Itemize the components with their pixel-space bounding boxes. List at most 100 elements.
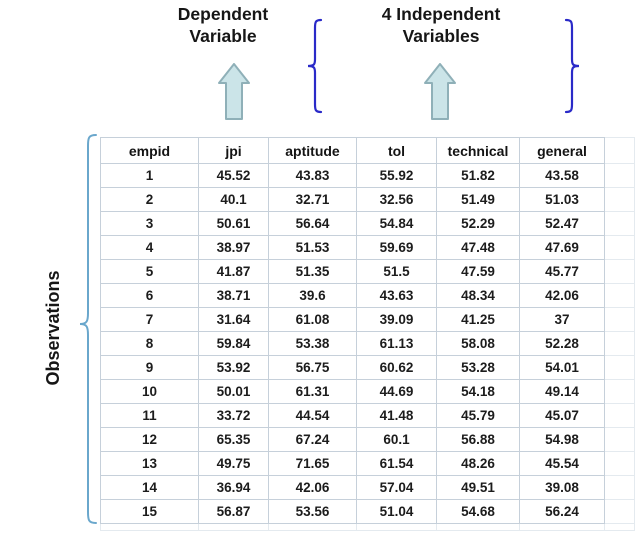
observations-brace-icon bbox=[79, 134, 97, 524]
table-cell: 9 bbox=[100, 355, 199, 380]
table-cell: 58.08 bbox=[436, 331, 520, 356]
table-cell: 31.64 bbox=[198, 307, 269, 332]
table-cell: 12 bbox=[100, 427, 199, 452]
empty-cell bbox=[198, 523, 269, 531]
table-cell: 53.92 bbox=[198, 355, 269, 380]
table-cell: 61.13 bbox=[356, 331, 437, 356]
independent-variables-line2: Variables bbox=[402, 26, 480, 46]
table-cell: 45.77 bbox=[519, 259, 605, 284]
table-cell: 43.58 bbox=[519, 163, 605, 188]
table-cell: 49.14 bbox=[519, 379, 605, 404]
table-cell: 61.08 bbox=[268, 307, 357, 332]
table-cell: 47.69 bbox=[519, 235, 605, 260]
table-row: 12 65.35 67.24 60.1 56.88 54.98 bbox=[100, 427, 635, 452]
dependent-arrow-up-icon bbox=[218, 63, 250, 120]
table-cell: 47.48 bbox=[436, 235, 520, 260]
table-row: 7 31.64 61.08 39.09 41.25 37 bbox=[100, 307, 635, 332]
table-row: 11 33.72 44.54 41.48 45.79 45.07 bbox=[100, 403, 635, 428]
empty-cell bbox=[604, 187, 635, 212]
table-cell: 65.35 bbox=[198, 427, 269, 452]
independent-brace-left-icon bbox=[307, 18, 323, 114]
table-cell: 45.79 bbox=[436, 403, 520, 428]
table-cell: 32.56 bbox=[356, 187, 437, 212]
table-cell: 42.06 bbox=[268, 475, 357, 500]
table-cell: 37 bbox=[519, 307, 605, 332]
table-cell: 60.1 bbox=[356, 427, 437, 452]
table-cell: 13 bbox=[100, 451, 199, 476]
table-cell: 11 bbox=[100, 403, 199, 428]
empty-cell bbox=[604, 355, 635, 380]
table-cell: 1 bbox=[100, 163, 199, 188]
table-cell: 39.09 bbox=[356, 307, 437, 332]
table-cell: 56.24 bbox=[519, 499, 605, 524]
column-header-general: general bbox=[519, 137, 605, 164]
table-cell: 61.31 bbox=[268, 379, 357, 404]
table-cell: 51.49 bbox=[436, 187, 520, 212]
empty-cell bbox=[604, 283, 635, 308]
column-header-jpi: jpi bbox=[198, 137, 269, 164]
column-header-empid: empid bbox=[100, 137, 199, 164]
table-cell: 57.04 bbox=[356, 475, 437, 500]
table-cell: 56.88 bbox=[436, 427, 520, 452]
table-cell: 41.48 bbox=[356, 403, 437, 428]
table-cell: 53.28 bbox=[436, 355, 520, 380]
empty-cell bbox=[604, 259, 635, 284]
table-cell: 10 bbox=[100, 379, 199, 404]
table-cell: 52.29 bbox=[436, 211, 520, 236]
table-row bbox=[100, 523, 635, 531]
table-cell: 44.69 bbox=[356, 379, 437, 404]
table-header-row: empid jpi aptitude tol technical general bbox=[100, 137, 635, 164]
table-cell: 54.84 bbox=[356, 211, 437, 236]
empty-cell bbox=[604, 499, 635, 524]
table-cell: 56.64 bbox=[268, 211, 357, 236]
table-cell: 7 bbox=[100, 307, 199, 332]
table-cell: 55.92 bbox=[356, 163, 437, 188]
empty-cell bbox=[604, 451, 635, 476]
table-cell: 38.97 bbox=[198, 235, 269, 260]
table-row: 10 50.01 61.31 44.69 54.18 49.14 bbox=[100, 379, 635, 404]
table-row: 14 36.94 42.06 57.04 49.51 39.08 bbox=[100, 475, 635, 500]
table-cell: 52.47 bbox=[519, 211, 605, 236]
empty-cell bbox=[604, 403, 635, 428]
table-cell: 5 bbox=[100, 259, 199, 284]
table-cell: 51.35 bbox=[268, 259, 357, 284]
table-cell: 14 bbox=[100, 475, 199, 500]
table-cell: 33.72 bbox=[198, 403, 269, 428]
table-cell: 56.75 bbox=[268, 355, 357, 380]
dependent-variable-label: Dependent Variable bbox=[150, 3, 296, 47]
observations-label: Observations bbox=[43, 270, 63, 386]
empty-cell bbox=[604, 379, 635, 404]
table-cell: 3 bbox=[100, 211, 199, 236]
table-cell: 48.34 bbox=[436, 283, 520, 308]
table-cell: 6 bbox=[100, 283, 199, 308]
table-cell: 59.84 bbox=[198, 331, 269, 356]
table-cell: 44.54 bbox=[268, 403, 357, 428]
independent-variables-label: 4 Independent Variables bbox=[363, 3, 519, 47]
empty-cell bbox=[356, 523, 437, 531]
table-cell: 60.62 bbox=[356, 355, 437, 380]
empty-cell bbox=[604, 523, 635, 531]
independent-arrow-up-icon bbox=[424, 63, 456, 120]
table-cell: 51.04 bbox=[356, 499, 437, 524]
table-cell: 4 bbox=[100, 235, 199, 260]
empty-cell bbox=[604, 235, 635, 260]
table-cell: 8 bbox=[100, 331, 199, 356]
table-cell: 43.63 bbox=[356, 283, 437, 308]
table-cell: 52.28 bbox=[519, 331, 605, 356]
table-cell: 51.5 bbox=[356, 259, 437, 284]
table-cell: 39.08 bbox=[519, 475, 605, 500]
table-row: 1 45.52 43.83 55.92 51.82 43.58 bbox=[100, 163, 635, 188]
table-cell: 48.26 bbox=[436, 451, 520, 476]
table-cell: 41.25 bbox=[436, 307, 520, 332]
table-cell: 71.65 bbox=[268, 451, 357, 476]
table-cell: 61.54 bbox=[356, 451, 437, 476]
table-cell: 49.51 bbox=[436, 475, 520, 500]
empty-cell bbox=[519, 523, 605, 531]
table-cell: 54.18 bbox=[436, 379, 520, 404]
data-table: empid jpi aptitude tol technical general 1 45.5… bbox=[100, 137, 635, 531]
table-cell: 54.98 bbox=[519, 427, 605, 452]
empty-cell bbox=[604, 137, 635, 164]
table-cell: 51.03 bbox=[519, 187, 605, 212]
column-header-technical: technical bbox=[436, 137, 520, 164]
independent-variables-line1: 4 Independent bbox=[381, 4, 501, 24]
